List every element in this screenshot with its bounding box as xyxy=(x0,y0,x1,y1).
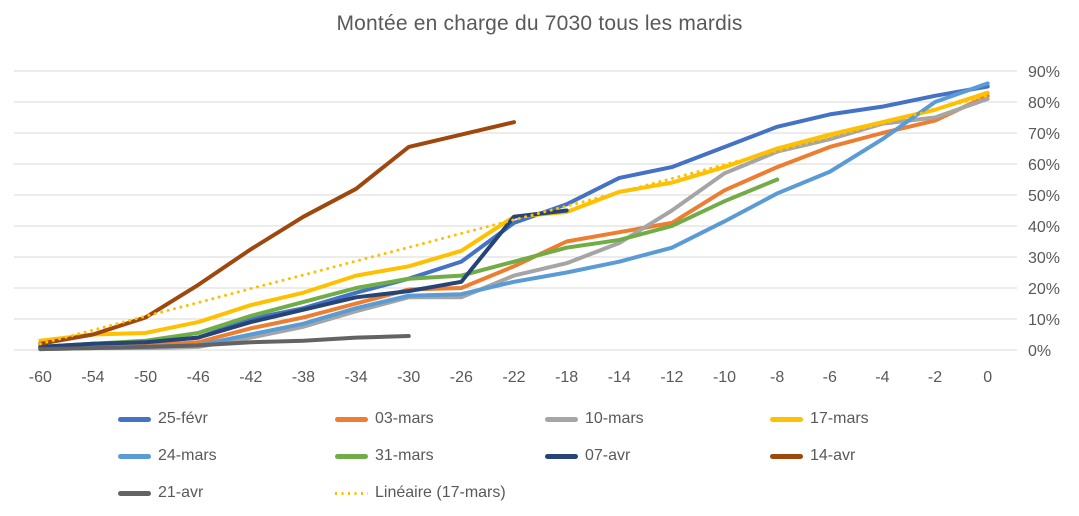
x-tick-label-2: -2 xyxy=(928,369,942,386)
y-tick-label-10: 10% xyxy=(1028,312,1060,329)
x-tick-label-10: -10 xyxy=(713,369,736,386)
y-tick-label-20: 20% xyxy=(1028,281,1060,298)
y-tick-label-40: 40% xyxy=(1028,219,1060,236)
legend-label-10-mars: 10-mars xyxy=(585,410,644,427)
legend-item-07-avr[interactable]: 07-avr xyxy=(545,446,630,466)
legend-label-31-mars: 31-mars xyxy=(375,447,434,464)
legend-swatch-10-mars xyxy=(545,416,578,422)
legend-swatch-07-avr xyxy=(545,453,578,459)
series-line-07-avr[interactable] xyxy=(38,208,569,349)
legend-item-21-avr[interactable]: 21-avr xyxy=(118,483,203,503)
x-tick-label-8: -8 xyxy=(770,369,784,386)
series-line-14-avr[interactable] xyxy=(38,120,516,346)
series-line-03-mars[interactable] xyxy=(38,93,990,351)
legend-label-17-mars: 17-mars xyxy=(810,410,869,427)
y-tick-label-0: 0% xyxy=(1028,343,1051,360)
x-tick-label-14: -14 xyxy=(608,369,631,386)
legend-swatch-17-mars xyxy=(770,416,803,422)
legend-label-lineaire-17-mars: Linéaire (17-mars) xyxy=(375,484,506,501)
legend-item-lineaire-17-mars[interactable]: Linéaire (17-mars) xyxy=(335,483,506,503)
x-tick-label-4: -4 xyxy=(875,369,889,386)
x-tick-label-18: -18 xyxy=(555,369,578,386)
x-tick-label-30: -30 xyxy=(397,369,420,386)
series-line-21-avr[interactable] xyxy=(38,334,411,352)
legend-item-25-fevr[interactable]: 25-févr xyxy=(118,409,208,429)
series-line-lineaire-17-mars[interactable] xyxy=(38,94,990,346)
y-tick-label-60: 60% xyxy=(1028,157,1060,174)
y-tick-label-70: 70% xyxy=(1028,126,1060,143)
legend-swatch-31-mars xyxy=(335,453,368,459)
x-tick-label-60: -60 xyxy=(29,369,52,386)
x-tick-label-6: -6 xyxy=(823,369,837,386)
series-line-31-mars[interactable] xyxy=(38,177,780,351)
y-tick-label-30: 30% xyxy=(1028,250,1060,267)
legend-label-14-avr: 14-avr xyxy=(810,447,856,464)
x-tick-label-22: -22 xyxy=(502,369,525,386)
legend-swatch-lineaire-17-mars xyxy=(335,491,368,495)
x-tick-label-50: -50 xyxy=(134,369,157,386)
legend-item-03-mars[interactable]: 03-mars xyxy=(335,409,434,429)
legend-item-24-mars[interactable]: 24-mars xyxy=(118,446,217,466)
legend-swatch-03-mars xyxy=(335,416,368,422)
legend-label-21-avr: 21-avr xyxy=(158,484,204,501)
legend-swatch-25-fevr xyxy=(118,416,151,422)
x-tick-label-46: -46 xyxy=(187,369,210,386)
legend-swatch-14-avr xyxy=(770,453,803,459)
y-tick-label-90: 90% xyxy=(1028,64,1060,81)
x-tick-label-42: -42 xyxy=(239,369,262,386)
legend-swatch-24-mars xyxy=(118,453,151,459)
x-tick-label-26: -26 xyxy=(450,369,473,386)
x-tick-label-12: -12 xyxy=(660,369,683,386)
legend-label-07-avr: 07-avr xyxy=(585,447,631,464)
y-tick-label-50: 50% xyxy=(1028,188,1060,205)
y-tick-label-80: 80% xyxy=(1028,95,1060,112)
legend-item-31-mars[interactable]: 31-mars xyxy=(335,446,434,466)
legend-label-24-mars: 24-mars xyxy=(158,447,217,464)
legend-label-25-fevr: 25-févr xyxy=(158,410,208,427)
legend-label-03-mars: 03-mars xyxy=(375,410,434,427)
chart-title: Montée en charge du 7030 tous les mardis xyxy=(336,12,743,35)
x-tick-label-38: -38 xyxy=(292,369,315,386)
legend-item-10-mars[interactable]: 10-mars xyxy=(545,409,644,429)
legend-item-14-avr[interactable]: 14-avr xyxy=(770,446,855,466)
x-tick-label-54: -54 xyxy=(81,369,104,386)
legend-swatch-21-avr xyxy=(118,490,151,496)
legend-item-17-mars[interactable]: 17-mars xyxy=(770,409,869,429)
x-tick-label-0: 0 xyxy=(983,369,992,386)
x-tick-label-34: -34 xyxy=(345,369,368,386)
